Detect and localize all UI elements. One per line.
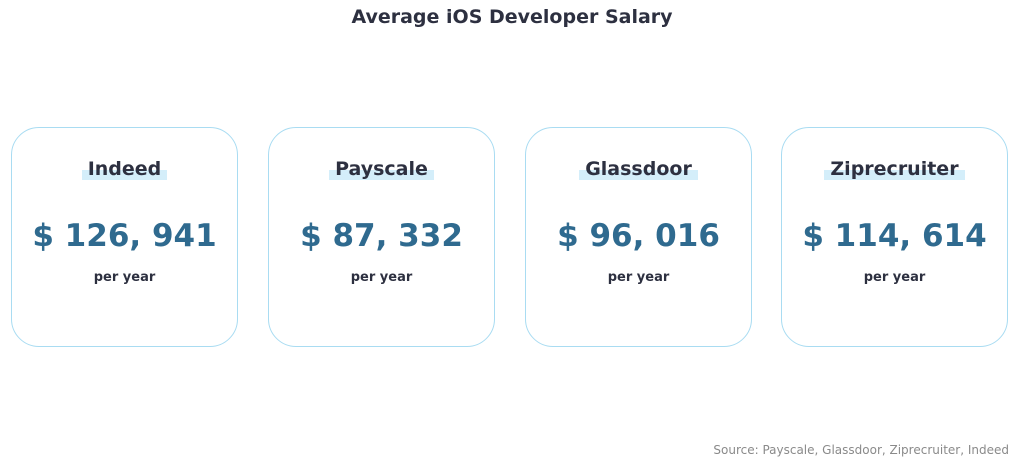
card-name: Ziprecruiter	[824, 158, 965, 180]
source: Source: Payscale, Glassdoor, Ziprecruite…	[713, 443, 1009, 457]
card-name-box: Indeed	[12, 158, 237, 180]
card-name-box: Payscale	[269, 158, 494, 180]
salary-card: Indeed $ 126, 941 per year	[11, 127, 238, 347]
salary-card: Ziprecruiter $ 114, 614 per year	[781, 127, 1008, 347]
salary-card: Glassdoor $ 96, 016 per year	[525, 127, 752, 347]
card-period: per year	[863, 270, 926, 285]
card-period: per year	[93, 270, 156, 285]
cards: Indeed $ 126, 941 per year Payscale $ 87, 33…	[11, 127, 1011, 349]
card-name: Glassdoor	[579, 158, 698, 180]
card-salary: $ 126, 941	[32, 218, 217, 254]
card-period: per year	[350, 270, 413, 285]
card-salary: $ 114, 614	[802, 218, 987, 254]
card-salary: $ 87, 332	[300, 218, 463, 254]
card-period: per year	[607, 270, 670, 285]
card-salary: $ 96, 016	[557, 218, 720, 254]
card-name-box: Glassdoor	[526, 158, 751, 180]
title: Average iOS Developer Salary	[351, 6, 673, 28]
card-name-box: Ziprecruiter	[782, 158, 1007, 180]
card-name: Indeed	[81, 158, 168, 180]
salary-card: Payscale $ 87, 332 per year	[268, 127, 495, 347]
card-name: Payscale	[329, 158, 434, 180]
